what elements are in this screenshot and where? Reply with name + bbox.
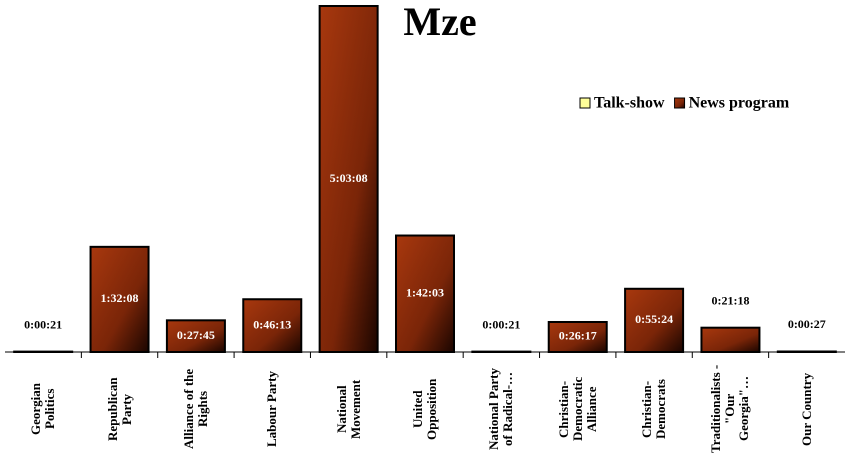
bar [776, 350, 837, 353]
bar [624, 287, 685, 353]
legend-swatch [674, 97, 686, 109]
legend-swatch [579, 97, 591, 109]
data-label: 0:46:13 [253, 317, 291, 331]
bar [318, 5, 379, 353]
x-tick-label: United Opposition [410, 378, 439, 440]
bar [165, 319, 226, 353]
x-tick-label: Christian-Democrats [639, 379, 669, 439]
x-tick-label: National Party of Radical-… [486, 368, 516, 450]
x-tick-label: Traditionalists - "Our Georgia"… [708, 364, 752, 454]
data-label: 0:21:18 [711, 293, 749, 307]
x-tick-label: Georgian Politics [28, 383, 58, 435]
x-tick-label: Christian-Democratic Alliance [555, 376, 599, 442]
x-tick-label: Republican Party [104, 377, 134, 441]
data-label: 0:00:21 [482, 317, 520, 331]
data-label: 0:27:45 [177, 328, 215, 342]
x-tick-label: Our Country [798, 372, 814, 446]
data-label: 5:03:08 [330, 171, 368, 185]
x-tick-label: Alliance of the Rights [180, 368, 210, 450]
legend-label: News program [689, 95, 790, 112]
bar [395, 234, 455, 354]
bar [700, 326, 761, 354]
chart-title: Mze [403, 0, 476, 44]
data-label: 0:26:17 [559, 329, 597, 343]
bar [242, 298, 303, 353]
data-label: 0:55:24 [635, 312, 673, 326]
data-label: 0:00:21 [24, 317, 62, 331]
data-label: 1:42:03 [406, 286, 444, 300]
data-label: 1:32:08 [101, 291, 139, 305]
x-tick-label: National Movement [333, 379, 363, 439]
legend-label: Talk-show [594, 95, 665, 112]
data-label: 0:00:27 [788, 317, 826, 331]
x-tick-label: Labour Party [264, 371, 280, 447]
bar [89, 245, 150, 354]
bar [547, 320, 608, 353]
